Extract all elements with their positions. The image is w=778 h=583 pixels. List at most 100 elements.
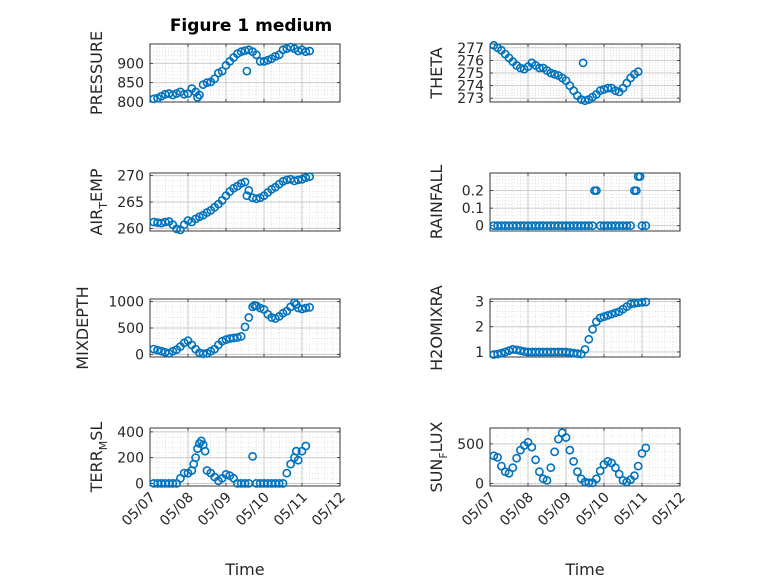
data-point (198, 349, 208, 359)
data-point (305, 46, 314, 56)
data-point (221, 469, 231, 479)
data-point (580, 96, 590, 106)
data-point (595, 86, 605, 96)
y-tick-label: 270 (117, 169, 144, 185)
subplot-sun-flux: 0 500 SUNFLUX 05/0705/0805/0905/1005/1105/1… (427, 421, 689, 579)
figure-title: Figure 1 medium (170, 16, 332, 36)
y-tick-label: 0.1 (462, 201, 484, 217)
data-point (286, 459, 295, 469)
y-axis-label: THETA (427, 47, 446, 99)
data-point (149, 344, 159, 354)
subplot-h2omixra: 1 2 3 H2OMIXRA (427, 285, 681, 371)
data-point (580, 344, 590, 354)
data-point (550, 69, 559, 79)
data-point (160, 217, 170, 227)
data-point (493, 349, 502, 359)
data-point (614, 469, 624, 479)
axes-box (489, 172, 681, 232)
data-point (573, 349, 582, 359)
data-point (535, 63, 544, 73)
data-point (578, 58, 588, 68)
y-axis-label: PRESSURE (87, 31, 106, 115)
data-point (278, 45, 288, 55)
data-point (561, 433, 571, 442)
subplot-air-temp: 260 265 270 AIRTEMP (87, 168, 341, 237)
data-point (179, 89, 189, 99)
data-point (641, 443, 651, 453)
y-tick-label: 3 (475, 295, 484, 311)
x-tick-label: 05/10 (233, 490, 273, 530)
data-point (242, 66, 252, 76)
data-point (172, 224, 181, 234)
data-point (156, 346, 166, 356)
data-point (527, 442, 537, 452)
data-point (301, 441, 311, 451)
data-point (633, 67, 643, 77)
data-point (259, 57, 269, 66)
data-point (274, 478, 284, 488)
x-tick-label: 05/07 (459, 490, 499, 530)
x-tick-label: 05/11 (611, 490, 651, 530)
plot-area (490, 428, 680, 486)
x-tick-label: 05/11 (271, 490, 311, 530)
y-tick-label: 275 (457, 66, 484, 82)
y-axis-label: SUNFLUX (427, 421, 450, 492)
data-point (542, 475, 552, 485)
y-tick-label: 400 (117, 425, 144, 441)
data-point (641, 297, 651, 307)
data-point (244, 313, 254, 322)
data-point (232, 333, 242, 342)
y-tick-label: 1 (475, 345, 484, 361)
data-point (630, 471, 639, 481)
data-point (637, 297, 647, 307)
y-tick-label: 274 (457, 79, 484, 95)
y-tick-label: 500 (117, 321, 144, 337)
data-point (493, 452, 502, 462)
data-point (291, 446, 301, 456)
y-tick-label: 260 (117, 221, 144, 237)
data-point (240, 478, 250, 488)
data-point (546, 463, 556, 473)
y-tick-label: 900 (117, 56, 144, 72)
data-point (626, 221, 635, 231)
data-point (573, 467, 582, 477)
data-point (546, 68, 556, 78)
data-point (622, 221, 632, 231)
y-tick-label: 0.2 (462, 184, 484, 200)
data-point (595, 466, 605, 476)
data-point (550, 447, 559, 457)
y-tick-label: 1000 (108, 295, 144, 311)
data-point (569, 456, 578, 466)
data-point (305, 172, 314, 182)
plot-area (150, 428, 340, 486)
data-point (631, 186, 641, 195)
subplot-rainfall: 0 0.10.2 RAINFALL (427, 165, 681, 239)
y-tick-label: 0 (475, 219, 484, 235)
data-point (193, 93, 202, 102)
x-tick-label: 05/07 (119, 490, 159, 530)
data-point (248, 451, 257, 461)
data-point (603, 310, 613, 320)
data-point (244, 185, 254, 195)
y-tick-label: 500 (457, 437, 484, 453)
x-tick-label: 05/09 (195, 490, 235, 530)
data-point (599, 312, 609, 322)
data-point (153, 345, 162, 355)
y-tick-label: 850 (117, 76, 144, 92)
x-axis-label: Time (564, 560, 604, 579)
data-point (607, 309, 616, 319)
x-tick-label: 05/12 (309, 490, 349, 530)
y-axis-label: MIXDEPTH (73, 286, 92, 369)
y-tick-label: 0 (135, 347, 144, 363)
data-point (611, 463, 620, 473)
y-tick-label: 0 (135, 476, 144, 492)
data-point (149, 94, 159, 104)
data-point (179, 468, 189, 478)
data-point (611, 308, 620, 318)
data-point (301, 303, 311, 313)
data-point (293, 175, 303, 185)
data-point (236, 331, 246, 341)
data-point (293, 455, 303, 465)
